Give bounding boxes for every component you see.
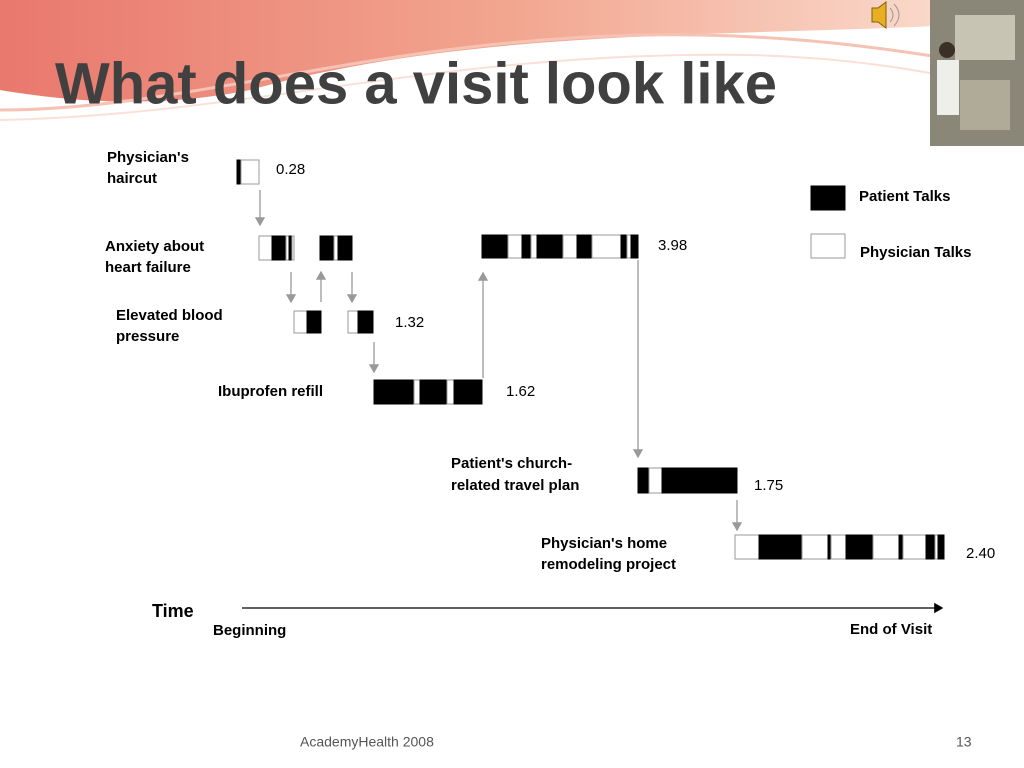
patient-segment	[236, 159, 242, 185]
patient-segment	[576, 234, 593, 259]
duration: 3.98	[658, 237, 687, 254]
duration: 1.32	[395, 314, 424, 331]
physician-segment	[591, 234, 622, 259]
physician-segment	[648, 467, 663, 494]
physician-segment	[801, 534, 829, 560]
physician-segment	[446, 379, 455, 405]
patient-segment	[306, 310, 322, 334]
topic-label: haircut	[107, 170, 157, 187]
video-thumbnail	[930, 0, 1024, 146]
patient-segment	[661, 467, 738, 494]
patient-segment	[357, 310, 374, 334]
topic-label: Elevated blood	[116, 307, 223, 324]
legend-label: Physician Talks	[860, 244, 971, 261]
physician-segment	[333, 235, 339, 261]
patient-segment	[637, 467, 650, 494]
physician-segment	[293, 310, 308, 334]
patient-segment	[630, 234, 639, 259]
axis-label: Time	[152, 601, 194, 621]
physician-segment	[562, 234, 578, 259]
talk-bars	[236, 159, 945, 560]
physician-segment	[507, 234, 523, 259]
patient-segment	[271, 235, 287, 261]
topic-label: Physician's	[107, 149, 189, 166]
patient-segment	[758, 534, 803, 560]
slide-title: What does a visit look like	[55, 51, 777, 116]
patient-segment	[419, 379, 448, 405]
duration: 1.75	[754, 477, 783, 494]
legend-swatch	[810, 233, 846, 259]
physician-segment	[830, 534, 847, 560]
physician-segment	[347, 310, 359, 334]
physician-segment	[530, 234, 538, 259]
patient-segment	[937, 534, 945, 560]
physician-segment	[902, 534, 927, 560]
patient-segment	[898, 534, 904, 560]
patient-segment	[845, 534, 874, 560]
duration: 0.28	[276, 161, 305, 178]
patient-segment	[620, 234, 628, 259]
patient-segment	[925, 534, 936, 560]
physician-segment	[413, 379, 421, 405]
patient-segment	[337, 235, 353, 261]
patient-segment	[536, 234, 564, 259]
topic-label: pressure	[116, 328, 179, 345]
physician-segment	[872, 534, 900, 560]
footer-source: AcademyHealth 2008	[300, 734, 434, 750]
duration: 1.62	[506, 383, 535, 400]
duration: 2.40	[966, 545, 995, 562]
page-number: 13	[956, 734, 972, 750]
arrows	[254, 190, 743, 532]
topic-label: heart failure	[105, 259, 191, 276]
topic-label: Ibuprofen refill	[218, 383, 323, 400]
physician-segment	[258, 235, 273, 261]
topic-label: Physician's home	[541, 535, 667, 552]
patient-segment	[319, 235, 335, 261]
physician-segment	[734, 534, 760, 560]
patient-segment	[521, 234, 532, 259]
physician-segment	[240, 159, 260, 185]
patient-segment	[481, 234, 509, 259]
legend-swatch	[810, 185, 846, 211]
axis-end: End of Visit	[850, 621, 932, 638]
topic-label: Patient's church-	[451, 455, 572, 472]
legend-label: Patient Talks	[859, 188, 950, 205]
patient-segment	[373, 379, 415, 405]
axis-start: Beginning	[213, 622, 286, 639]
patient-segment	[453, 379, 483, 405]
physician-segment	[291, 235, 295, 261]
topic-label: Anxiety about	[105, 238, 204, 255]
speaker-icon	[871, 1, 900, 29]
topic-label: remodeling project	[541, 556, 676, 573]
topic-label: related travel plan	[451, 477, 579, 494]
physician-segment	[626, 234, 632, 259]
